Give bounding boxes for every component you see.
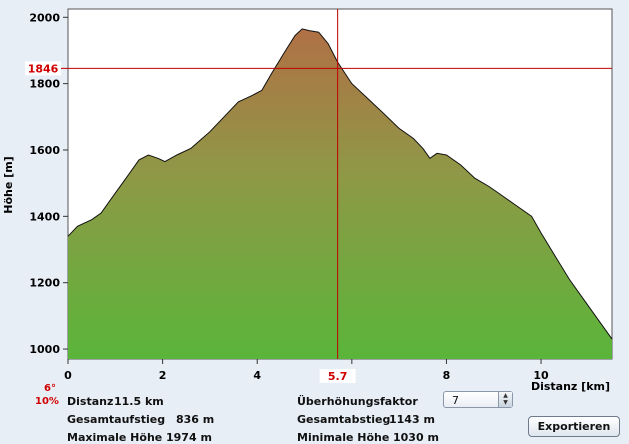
cursor-x-value: 5.7 (328, 370, 348, 383)
distance-label: Distanz (67, 395, 114, 408)
y-axis-ticks: 1000 1200 1400 1600 1800 2000 (29, 11, 68, 356)
exaggeration-factor-label: Überhöhungsfaktor (297, 395, 418, 408)
y-tick-label: 2000 (29, 11, 60, 24)
exaggeration-factor-select[interactable]: 7 ▲ ▼ (443, 391, 513, 408)
cursor-y-value: 1846 (28, 62, 59, 75)
x-tick-label: 2 (159, 369, 167, 382)
max-elevation-value: 1974 m (166, 431, 212, 444)
x-tick-label: 8 (443, 369, 451, 382)
cursor-y-tag (25, 61, 61, 76)
min-elevation-value: 1030 m (393, 431, 439, 444)
elevation-area (68, 28, 612, 360)
x-axis-label: Distanz [km] (531, 380, 610, 393)
distance-value: 11.5 km (114, 395, 164, 408)
y-tick-label: 1600 (29, 144, 60, 157)
descent-label: Gesamtabstieg (297, 413, 391, 426)
x-tick-label: 4 (253, 369, 261, 382)
max-elevation-label: Maximale Höhe (67, 431, 163, 444)
cursor-x-tag (319, 369, 356, 383)
spinner-arrows-icon[interactable]: ▲ ▼ (498, 392, 512, 407)
y-tick-label: 1400 (29, 210, 60, 223)
ascent-value: 836 m (176, 413, 215, 426)
y-tick-label: 1200 (29, 277, 60, 290)
y-tick-label: 1800 (29, 78, 60, 91)
x-axis-ticks: 0246810 (64, 359, 549, 382)
ascent-label: Gesamtaufstieg (67, 413, 166, 426)
elevation-outline (67, 28, 613, 340)
descent-value: 1143 m (389, 413, 435, 426)
grade-percent: 10% (35, 396, 59, 407)
x-tick-label: 0 (64, 369, 72, 382)
x-tick-label: 10 (533, 369, 549, 382)
min-elevation-label: Minimale Höhe (297, 431, 390, 444)
y-tick-label: 1000 (29, 343, 60, 356)
y-axis-label: Höhe [m] (2, 156, 15, 213)
grade-degrees: 6° (44, 383, 56, 394)
exaggeration-factor-value: 7 (452, 394, 459, 407)
export-button[interactable]: Exportieren (528, 416, 620, 437)
